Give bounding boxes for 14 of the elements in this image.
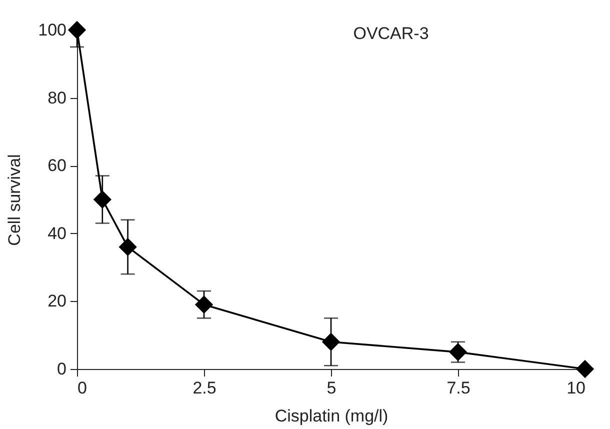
x-axis-title: Cisplatin (mg/l) [274, 406, 388, 426]
y-tick-label: 100 [38, 20, 66, 40]
y-tick-label: 20 [48, 292, 66, 311]
y-tick-label: 0 [57, 360, 66, 378]
chart-title: OVCAR-3 [353, 24, 429, 43]
y-tick-label: 60 [48, 156, 66, 176]
x-tick-label: 0 [78, 378, 87, 398]
y-axis-title: Cell survival [5, 154, 24, 246]
y-tick-label: 40 [48, 224, 66, 243]
x-tick-label: 7.5 [446, 378, 470, 398]
y-tick-label: 80 [48, 88, 66, 108]
x-tick-label: 5 [326, 378, 336, 398]
x-tick-label: 2.5 [192, 378, 216, 398]
x-tick-label: 10 [566, 378, 586, 398]
